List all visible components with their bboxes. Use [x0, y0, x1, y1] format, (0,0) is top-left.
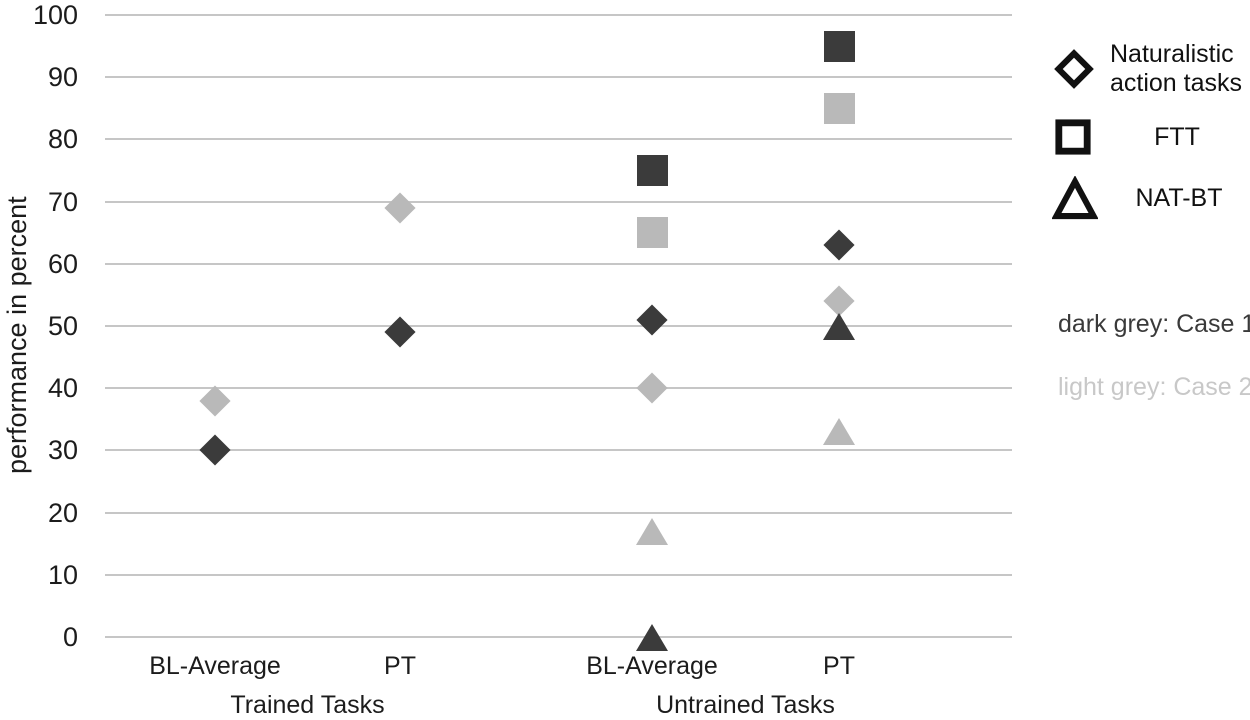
gridline-100	[105, 14, 1012, 16]
marker-triangle-case2	[636, 517, 668, 545]
y-tick-label: 90	[47, 62, 78, 93]
legend-item-naturalistic: Naturalistic action tasks	[1052, 40, 1250, 98]
y-tick-label: 50	[47, 311, 78, 341]
y-tick-label: 20	[47, 497, 78, 528]
marker-square-case1	[636, 155, 668, 186]
y-tick-label: 60	[47, 248, 78, 279]
marker-triangle-case2	[823, 418, 855, 446]
gridline-90	[105, 76, 1012, 79]
gridline-50	[105, 325, 1012, 327]
x-category-label: BL-Average	[586, 652, 718, 680]
gridline-40	[105, 387, 1012, 390]
x-group-label: Trained Tasks	[230, 691, 385, 719]
marker-diamond-case1	[384, 316, 416, 348]
case-color-notes: dark grey: Case 1 light grey: Case 2	[1058, 310, 1250, 436]
x-category-label: BL-Average	[149, 652, 281, 680]
diamond-legend-icon	[1054, 49, 1094, 89]
triangle-legend-icon	[1052, 176, 1098, 220]
y-tick-label: 80	[47, 124, 78, 155]
y-tick-label: 40	[47, 373, 78, 404]
legend-label-ftt: FTT	[1154, 122, 1200, 151]
legend-label-naturalistic: Naturalistic action tasks	[1110, 40, 1243, 97]
gridline-20	[105, 511, 1012, 514]
marker-triangle-case1	[636, 623, 668, 651]
marker-diamond-case1	[199, 434, 231, 466]
marker-triangle-case1	[823, 312, 855, 340]
marker-square-case1	[823, 30, 855, 62]
legend-item-natbt: NAT-BT	[1052, 176, 1250, 220]
y-tick-label: 100	[32, 0, 78, 30]
marker-diamond-case2	[636, 372, 668, 404]
case2-note: light grey: Case 2	[1058, 373, 1250, 401]
marker-square-case2	[636, 217, 668, 249]
gridline-0	[105, 636, 1012, 638]
marker-diamond-case2	[199, 385, 231, 417]
gridline-10	[105, 573, 1012, 576]
marker-square-case2	[823, 92, 855, 124]
legend: Naturalistic action tasks FTT NAT-BT	[1052, 40, 1250, 238]
legend-label-natbt: NAT-BT	[1135, 183, 1223, 212]
y-tick-label: 0	[62, 622, 78, 652]
square-legend-icon	[1055, 119, 1091, 155]
marker-diamond-case1	[823, 229, 855, 261]
gridline-30	[105, 449, 1012, 452]
y-tick-label: 30	[47, 435, 78, 466]
plot-area: performance in percent 0 10 20 30 40 50 60 70 80…	[2, 0, 1012, 719]
gridline-70	[105, 200, 1012, 203]
marker-diamond-case2	[384, 192, 416, 224]
gridline-60	[105, 262, 1012, 265]
y-tick-label: 70	[47, 186, 78, 217]
gridline-80	[105, 138, 1012, 141]
marker-diamond-case1	[636, 304, 668, 336]
y-tick-label: 10	[47, 559, 78, 590]
case1-note: dark grey: Case 1	[1058, 310, 1250, 338]
x-category-label: PT	[823, 652, 855, 680]
x-group-label: Untrained Tasks	[656, 691, 835, 719]
x-category-label: PT	[384, 652, 416, 680]
legend-item-ftt: FTT	[1052, 116, 1250, 158]
